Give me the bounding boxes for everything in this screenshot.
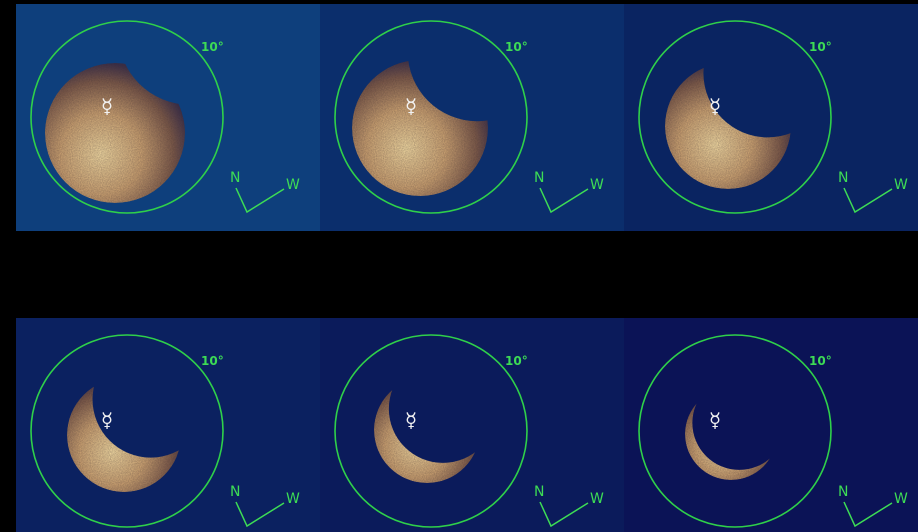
compass-n: N bbox=[230, 170, 240, 186]
compass-n: N bbox=[534, 170, 544, 186]
planet-texture bbox=[67, 378, 181, 492]
compass-w: W bbox=[286, 491, 300, 507]
planet-symbol: ☿ bbox=[101, 94, 113, 118]
compass bbox=[235, 501, 285, 528]
compass-n: N bbox=[534, 484, 544, 500]
compass-n: N bbox=[838, 170, 848, 186]
planet-texture bbox=[685, 388, 777, 480]
planet-symbol: ☿ bbox=[405, 408, 417, 432]
panel: 10° ☿ N W bbox=[624, 4, 918, 231]
compass-n: N bbox=[838, 484, 848, 500]
panel: 10° ☿ N W bbox=[320, 4, 624, 231]
planet-symbol: ☿ bbox=[101, 408, 113, 432]
panel: 10° ☿ N W bbox=[16, 4, 320, 231]
panel: 10° ☿ N W bbox=[624, 318, 918, 532]
planet-symbol: ☿ bbox=[405, 94, 417, 118]
planet-texture bbox=[45, 63, 185, 203]
scale-label: 10° bbox=[505, 354, 528, 368]
planet-symbol: ☿ bbox=[709, 408, 721, 432]
compass bbox=[539, 187, 589, 214]
field-circle bbox=[638, 334, 832, 528]
compass-w: W bbox=[894, 491, 908, 507]
panel: 10° ☿ N W bbox=[16, 318, 320, 532]
field-circle bbox=[30, 20, 224, 214]
compass-w: W bbox=[286, 177, 300, 193]
planet-texture bbox=[352, 60, 488, 196]
scale-label: 10° bbox=[201, 40, 224, 54]
planet bbox=[45, 63, 185, 203]
planet bbox=[67, 378, 181, 492]
compass bbox=[843, 187, 893, 214]
compass-w: W bbox=[590, 177, 604, 193]
panel: 10° ☿ N W bbox=[320, 318, 624, 532]
planet bbox=[685, 388, 777, 480]
compass-w: W bbox=[894, 177, 908, 193]
compass bbox=[843, 501, 893, 528]
planet bbox=[374, 377, 480, 483]
scale-label: 10° bbox=[809, 40, 832, 54]
compass-n: N bbox=[230, 484, 240, 500]
field-circle bbox=[30, 334, 224, 528]
scale-label: 10° bbox=[201, 354, 224, 368]
planet bbox=[665, 63, 791, 189]
planet-symbol: ☿ bbox=[709, 94, 721, 118]
scale-label: 10° bbox=[809, 354, 832, 368]
compass-w: W bbox=[590, 491, 604, 507]
field-circle bbox=[638, 20, 832, 214]
compass bbox=[235, 187, 285, 214]
planet-texture bbox=[374, 377, 480, 483]
planet-texture bbox=[665, 63, 791, 189]
field-circle bbox=[334, 334, 528, 528]
planet bbox=[352, 60, 488, 196]
compass bbox=[539, 501, 589, 528]
field-circle bbox=[334, 20, 528, 214]
scale-label: 10° bbox=[505, 40, 528, 54]
